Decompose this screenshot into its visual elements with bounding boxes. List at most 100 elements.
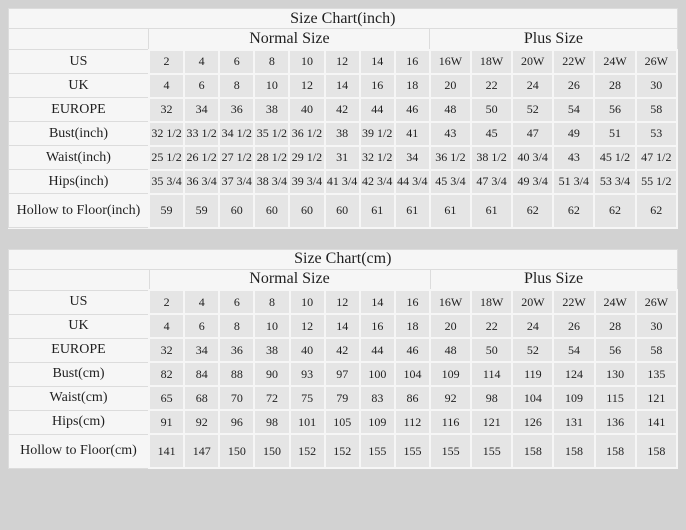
size-cell: 61 (469, 192, 514, 229)
size-cell: 135 (634, 361, 679, 387)
size-cell: 28 (593, 313, 637, 339)
size-cell: 35 3/4 (147, 168, 186, 195)
size-cell: 49 (552, 120, 596, 147)
size-cell: 41 3/4 (323, 168, 361, 195)
size-cell: 24 (511, 72, 555, 99)
size-cell: 43 (552, 144, 596, 171)
size-cell: 18 (393, 313, 432, 339)
size-cell: 10 (253, 72, 291, 99)
size-cell: 26 (552, 313, 596, 339)
size-cell: 32 (147, 337, 186, 363)
size-cell: 20W (511, 48, 555, 75)
size-cell: 52 (511, 96, 555, 123)
size-cell: 31 (323, 144, 361, 171)
size-cell: 56 (593, 337, 637, 363)
size-cell: 6 (183, 313, 221, 339)
size-cell: 22W (552, 289, 596, 315)
size-cell: 75 (288, 385, 326, 411)
size-cell: 39 1/2 (358, 120, 396, 147)
size-cell: 98 (470, 385, 514, 411)
size-cell: 96 (218, 409, 256, 435)
size-cell: 36 (218, 96, 256, 123)
size-cell: 109 (358, 409, 396, 435)
size-cell: 58 (634, 337, 679, 363)
size-cell: 43 (428, 120, 473, 147)
size-cell: 54 (552, 337, 596, 363)
size-cell: 121 (634, 385, 679, 411)
size-cell: 4 (183, 289, 221, 315)
size-cell: 20 (428, 313, 473, 339)
size-cell: 38 (253, 96, 291, 123)
size-cell: 16 (393, 289, 432, 315)
size-cell: 90 (253, 361, 291, 387)
size-chart-cm-container: Size Chart(cm) Normal Size Plus Size US 2 4 6 8… (8, 248, 679, 469)
size-cell: 36 1/2 (428, 144, 473, 171)
size-cell: 2 (147, 289, 186, 315)
size-cell: 112 (393, 409, 432, 435)
size-cell: 16 (358, 72, 396, 99)
size-cell: 47 (511, 120, 555, 147)
size-cell: 42 3/4 (358, 168, 396, 195)
size-cell: 44 3/4 (393, 168, 431, 195)
size-cell: 38 3/4 (253, 168, 291, 195)
size-cell: 54 (552, 96, 596, 123)
size-cell: 60 (253, 192, 291, 229)
size-cell: 48 (428, 337, 473, 363)
size-cell: 53 3/4 (593, 168, 637, 195)
size-cell: 6 (183, 72, 221, 99)
size-cell: 28 (593, 72, 637, 99)
row-label: US (7, 49, 150, 74)
size-cell: 97 (323, 361, 361, 387)
size-cell: 62 (634, 192, 679, 229)
size-cell: 50 (470, 337, 514, 363)
size-cell: 22W (552, 48, 596, 75)
size-cell: 48 (428, 96, 473, 123)
size-cell: 136 (593, 409, 637, 435)
size-cell: 47 1/2 (634, 144, 679, 171)
size-cell: 45 3/4 (428, 168, 473, 195)
size-cell: 55 1/2 (634, 168, 679, 195)
size-cell: 12 (323, 48, 361, 75)
size-cell: 14 (323, 313, 361, 339)
size-cell: 24 (511, 313, 555, 339)
size-cell: 68 (183, 385, 221, 411)
row-label: Bust(cm) (8, 361, 150, 387)
table-title: Size Chart(inch) (8, 8, 678, 29)
size-cell: 24W (593, 289, 637, 315)
size-cell: 131 (552, 409, 596, 435)
size-cell: 45 1/2 (593, 144, 637, 171)
size-cell: 150 (253, 433, 291, 469)
size-cell: 116 (428, 409, 473, 435)
size-cell: 60 (288, 192, 326, 229)
size-cell: 33 1/2 (183, 120, 221, 147)
size-cell: 49 3/4 (511, 168, 555, 195)
size-cell: 44 (358, 96, 396, 123)
row-label: Waist(inch) (7, 145, 150, 170)
size-cell: 121 (470, 409, 514, 435)
size-cell: 60 (218, 192, 256, 229)
size-cell: 26 1/2 (183, 144, 221, 171)
size-cell: 104 (393, 361, 432, 387)
size-cell: 86 (393, 385, 432, 411)
size-cell: 62 (511, 192, 555, 229)
size-cell: 4 (147, 72, 186, 99)
corner-cell (7, 28, 150, 50)
size-cell: 30 (634, 313, 679, 339)
size-cell: 141 (634, 409, 679, 435)
size-cell: 51 (593, 120, 637, 147)
size-cell: 40 (288, 337, 326, 363)
size-cell: 65 (147, 385, 186, 411)
row-label: Waist(cm) (8, 385, 150, 411)
size-cell: 52 (511, 337, 555, 363)
size-cell: 109 (552, 385, 596, 411)
size-cell: 101 (288, 409, 326, 435)
row-label: UK (7, 73, 150, 98)
row-label: UK (8, 313, 150, 339)
size-cell: 37 3/4 (218, 168, 256, 195)
size-cell: 8 (253, 289, 291, 315)
size-cell: 16 (358, 313, 396, 339)
size-cell: 79 (323, 385, 361, 411)
size-cell: 8 (253, 48, 291, 75)
size-cell: 155 (358, 433, 396, 469)
size-cell: 32 1/2 (358, 144, 396, 171)
